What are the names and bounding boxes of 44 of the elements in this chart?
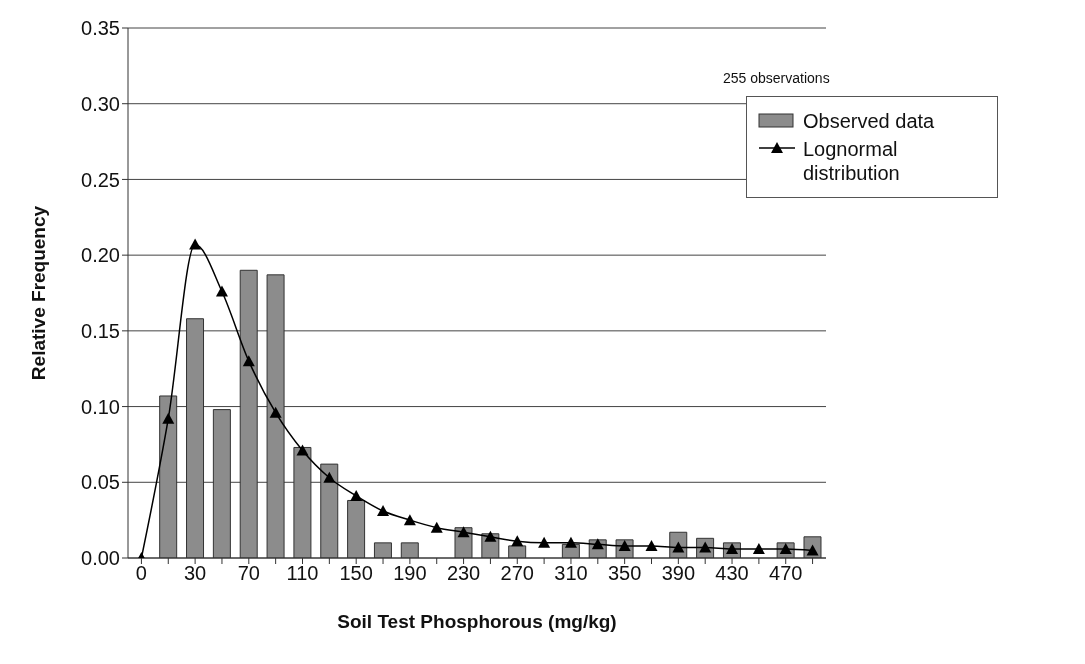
y-tick-label: 0.00	[81, 547, 120, 570]
x-tick-label: 190	[393, 562, 427, 585]
y-tick-label: 0.25	[81, 168, 120, 191]
point	[457, 526, 470, 538]
x-tick-label: 470	[769, 562, 803, 585]
x-tick-label: 230	[446, 562, 481, 585]
point	[538, 536, 551, 548]
point	[162, 412, 175, 424]
point	[323, 471, 336, 483]
x-tick-label: 70	[237, 562, 260, 585]
point	[269, 406, 282, 418]
point	[403, 514, 416, 526]
x-tick-label: 110	[286, 562, 319, 585]
point	[377, 505, 390, 517]
y-tick-label: 0.05	[81, 471, 120, 494]
point	[296, 444, 309, 456]
legend-label: Lognormal distribution	[803, 137, 901, 185]
point	[752, 542, 765, 554]
x-axis-title: Soil Test Phosphorous (mg/kg)	[337, 611, 617, 632]
point	[430, 521, 443, 533]
x-tick-label: 430	[715, 562, 749, 585]
annotation: 255 observations	[723, 70, 830, 86]
point	[511, 535, 524, 547]
y-axis-title: Relative Frequency	[27, 205, 49, 381]
y-tick-label: 0.10	[81, 395, 120, 418]
point	[189, 238, 202, 250]
y-tick-label: 0.30	[81, 92, 120, 115]
point	[484, 530, 497, 542]
x-tick-label: 150	[339, 562, 373, 585]
y-tick-label: 0.20	[81, 244, 120, 267]
x-tick-label: 30	[183, 562, 207, 585]
x-tick-label: 270	[500, 562, 534, 585]
y-tick-label: 0.15	[81, 319, 120, 342]
x-tick-label: 390	[661, 562, 696, 585]
x-tick-label: 310	[554, 562, 588, 585]
point	[215, 285, 228, 297]
x-tick-label: 350	[607, 562, 642, 585]
point	[242, 355, 255, 367]
x-tick-label: 0	[135, 562, 147, 585]
point	[564, 536, 577, 548]
y-tick-label: 0.35	[81, 17, 120, 40]
legend-label: Observed data	[803, 109, 936, 133]
point	[350, 489, 363, 501]
point	[645, 539, 658, 551]
